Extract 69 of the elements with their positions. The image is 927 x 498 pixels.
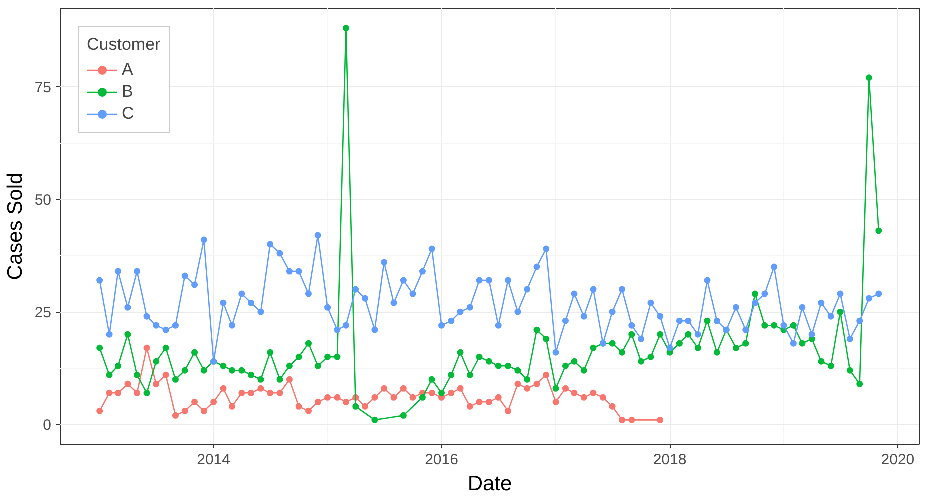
legend-label: A xyxy=(122,60,134,80)
point xyxy=(115,390,122,396)
point xyxy=(362,403,369,410)
legend-label: B xyxy=(122,82,134,102)
x-tick-label: 2018 xyxy=(653,452,687,468)
legend-label: C xyxy=(122,104,136,124)
point xyxy=(342,398,350,406)
point xyxy=(466,403,474,410)
point xyxy=(514,380,522,388)
point xyxy=(580,394,588,401)
point xyxy=(457,385,464,392)
point xyxy=(552,398,560,406)
point xyxy=(238,390,246,396)
point xyxy=(96,408,104,414)
point xyxy=(228,403,236,410)
legend-title: Customer xyxy=(87,35,161,55)
point xyxy=(220,385,227,392)
point xyxy=(410,394,416,401)
point xyxy=(296,403,302,410)
point xyxy=(524,385,531,392)
point xyxy=(448,390,455,396)
point xyxy=(428,390,436,396)
point xyxy=(334,394,341,401)
point xyxy=(390,394,398,401)
y-tick-label: 75 xyxy=(34,79,52,96)
x-tick-label: 2020 xyxy=(881,452,915,468)
point xyxy=(562,385,569,392)
x-axis-title: Date xyxy=(468,472,512,496)
y-tick-label: 50 xyxy=(34,192,52,209)
point xyxy=(134,390,141,396)
x-tick-label: 2016 xyxy=(425,452,458,468)
y-tick-label: 0 xyxy=(43,417,52,434)
point xyxy=(172,412,179,419)
point xyxy=(106,390,113,396)
point xyxy=(543,372,550,378)
point xyxy=(192,398,198,406)
point xyxy=(590,390,597,396)
point xyxy=(534,380,540,388)
point xyxy=(372,394,378,401)
y-axis-title: Cases Sold xyxy=(4,172,27,280)
point xyxy=(267,390,274,396)
point xyxy=(486,398,492,406)
point xyxy=(124,380,132,388)
point xyxy=(144,344,150,352)
point xyxy=(628,416,636,424)
point xyxy=(286,376,293,383)
point xyxy=(495,394,502,401)
y-tick-label: 25 xyxy=(34,304,52,322)
point xyxy=(200,408,208,414)
point xyxy=(182,408,188,414)
point xyxy=(600,394,606,401)
point xyxy=(381,385,388,392)
point xyxy=(657,416,664,424)
point xyxy=(476,398,483,406)
point xyxy=(400,385,407,392)
point xyxy=(258,385,264,392)
point xyxy=(324,394,332,401)
x-tick-label: 2014 xyxy=(197,452,231,468)
point xyxy=(248,390,255,396)
point xyxy=(505,408,512,414)
point xyxy=(153,380,160,388)
point xyxy=(618,416,626,424)
point xyxy=(609,403,616,410)
point xyxy=(571,390,578,396)
point xyxy=(162,372,170,378)
point xyxy=(314,398,322,406)
point xyxy=(210,398,218,406)
point xyxy=(276,390,284,396)
point xyxy=(305,408,312,414)
